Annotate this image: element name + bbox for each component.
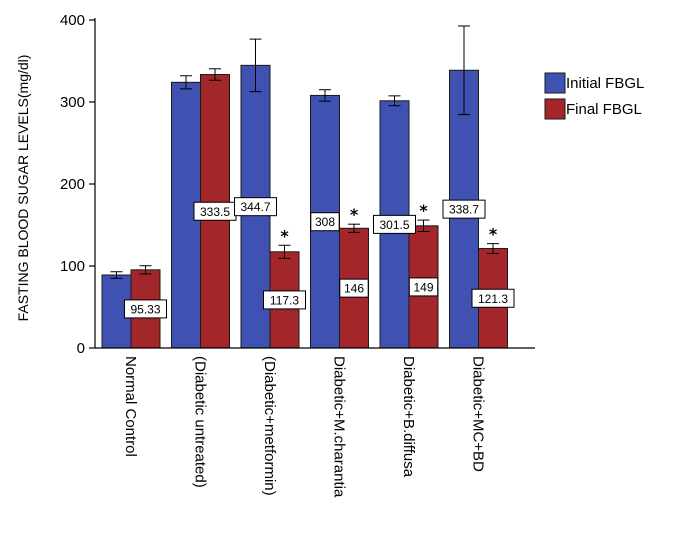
significance-star: * — [419, 201, 428, 220]
x-category-label: Diabetic+MC+BD — [470, 356, 487, 472]
data-label-text: 146 — [344, 282, 364, 296]
data-label-text: 149 — [413, 280, 433, 294]
data-label: 308 — [310, 212, 340, 232]
data-label-box — [124, 299, 167, 319]
data-label-box — [263, 290, 306, 310]
x-category-label: Diabetic+B.diffusa — [400, 356, 417, 478]
data-label-box — [373, 214, 416, 234]
legend-label: Final FBGL — [566, 101, 642, 118]
legend-label: Initial FBGL — [566, 75, 644, 92]
y-tick-label: 400 — [60, 12, 85, 29]
data-label: 301.5 — [373, 214, 416, 234]
data-label-box — [234, 197, 277, 217]
data-label: 333.5 — [193, 201, 237, 221]
legend-swatch — [544, 98, 566, 120]
bars: * * * * 95.33 333.5 344.7 117.3 308 146 301.5 149 33… — [101, 25, 515, 349]
data-label: 338.7 — [442, 199, 486, 219]
x-category-label: (Diabetic untreated) — [192, 356, 209, 488]
data-label-text: 333.5 — [200, 205, 230, 219]
y-tick-label: 100 — [60, 258, 85, 275]
data-label-box — [408, 277, 439, 297]
x-category-label: Normal Control — [122, 356, 139, 457]
data-label-text: 95.33 — [130, 302, 160, 316]
data-label: 146 — [339, 278, 369, 298]
data-label: 121.3 — [471, 288, 515, 308]
x-axis: Normal Control (Diabetic untreated) (Diabe… — [95, 347, 535, 498]
y-tick-label: 0 — [77, 340, 85, 357]
data-label-text: 117.3 — [270, 293, 299, 307]
y-tick-label: 300 — [60, 94, 85, 111]
data-label: 149 — [408, 277, 439, 297]
legend: Initial FBGL Final FBGL — [544, 72, 644, 120]
data-label-box — [310, 212, 340, 232]
x-category-label: Diabetic+M.charantia — [331, 356, 348, 498]
y-axis: 0 100 200 300 400 — [60, 12, 96, 357]
legend-swatch — [544, 72, 566, 94]
data-label-text: 308 — [315, 215, 335, 229]
x-category-label: (Diabetic+metformin) — [261, 356, 278, 496]
data-label-box — [339, 278, 369, 298]
data-label-text: 344.7 — [240, 200, 270, 214]
data-label: 95.33 — [124, 299, 167, 319]
data-label-text: 121.3 — [478, 292, 508, 306]
data-label: 344.7 — [234, 197, 277, 217]
data-label-box — [442, 199, 486, 219]
significance-star: * — [280, 226, 289, 245]
data-label-box — [471, 288, 515, 308]
data-label-text: 338.7 — [449, 203, 479, 217]
y-tick-label: 200 — [60, 176, 85, 193]
significance-star: * — [489, 225, 498, 244]
y-axis-title: FASTING BLOOD SUGAR LEVELS(mg/dl) — [15, 55, 31, 322]
data-label: 117.3 — [263, 290, 306, 310]
data-label-text: 301.5 — [379, 218, 409, 232]
significance-star: * — [350, 205, 359, 224]
